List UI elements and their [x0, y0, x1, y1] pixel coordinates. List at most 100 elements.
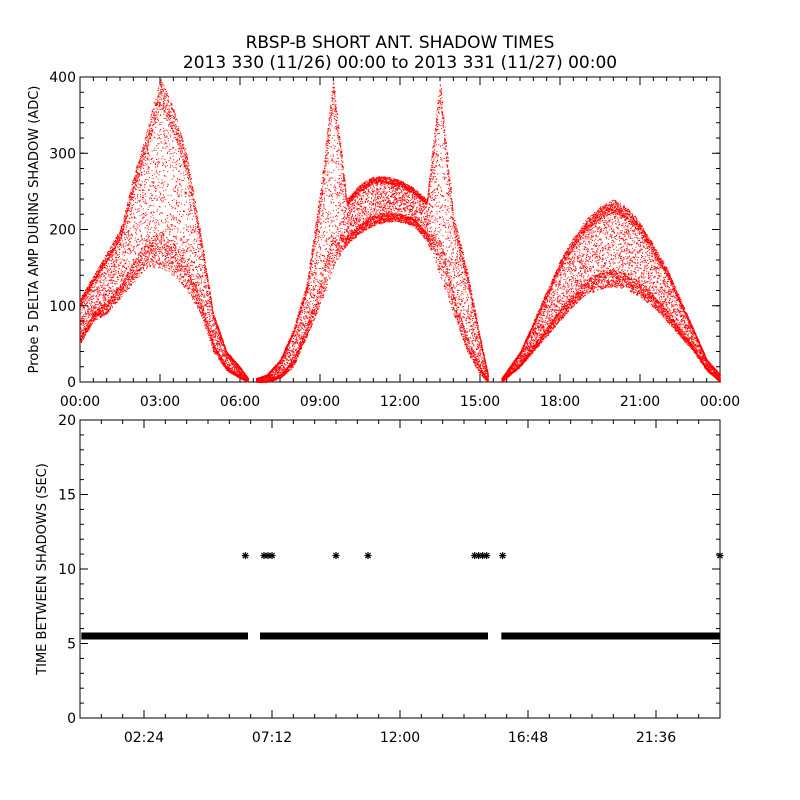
data-point: [102, 266, 103, 267]
data-point: [104, 315, 105, 316]
data-point: [115, 243, 116, 244]
data-point: [117, 246, 118, 247]
data-point: [95, 284, 96, 285]
chart-title-line1: RBSP-B SHORT ANT. SHADOW TIMES: [246, 33, 555, 53]
data-point: [116, 251, 117, 252]
data-point: [81, 320, 82, 321]
data-point: [85, 316, 86, 317]
x-tick-label: 00:00: [700, 394, 740, 410]
data-point: [108, 285, 109, 286]
data-point: [98, 291, 99, 292]
data-point: [117, 254, 118, 255]
data-point: [109, 259, 110, 260]
data-point: [98, 274, 99, 275]
data-point: [103, 290, 104, 291]
y-tick-label: 300: [49, 146, 76, 162]
data-point: [102, 311, 103, 312]
data-point: [94, 302, 95, 303]
data-point: [112, 286, 113, 287]
data-point: [85, 312, 86, 313]
data-point: [94, 286, 95, 287]
data-point: [114, 260, 115, 261]
data-point: [97, 270, 98, 271]
data-point: [111, 280, 112, 281]
data-point: [103, 300, 104, 301]
data-point: [87, 307, 88, 308]
data-point: [91, 292, 92, 293]
data-point: [101, 275, 102, 276]
data-point: [115, 264, 116, 265]
data-point: [100, 280, 101, 281]
data-point: [98, 275, 99, 276]
data-point: [105, 277, 106, 278]
data-point: [80, 308, 81, 309]
data-point: [87, 296, 88, 297]
data-point: [81, 318, 82, 319]
data-point: [103, 296, 104, 297]
data-point: [100, 272, 101, 273]
data-point: [87, 328, 88, 329]
data-point: [104, 298, 105, 299]
data-point: [91, 303, 92, 304]
data-point: [111, 279, 112, 280]
data-point: [116, 283, 117, 284]
data-point: [101, 276, 102, 277]
data-point: [103, 294, 104, 295]
data-point: [97, 304, 98, 305]
data-point: [96, 280, 97, 281]
data-point: [96, 296, 97, 297]
x-tick-label: 00:00: [60, 394, 100, 410]
data-point: [83, 322, 84, 323]
data-point: [89, 327, 90, 328]
data-point: [100, 290, 101, 291]
data-point: [81, 300, 82, 301]
data-point: [116, 272, 117, 273]
data-point: [101, 274, 102, 275]
data-point: [115, 292, 116, 293]
data-point: [108, 283, 109, 284]
data-point: [110, 279, 111, 280]
data-point: [90, 305, 91, 306]
data-point: [81, 340, 82, 341]
data-point: [89, 300, 90, 301]
data-point: [114, 274, 115, 275]
data-point: [118, 277, 119, 278]
data-point: [99, 301, 100, 302]
data-point: [102, 268, 103, 269]
data-point: [88, 298, 89, 299]
data-point: [100, 285, 101, 286]
data-point: [104, 263, 105, 264]
data-point: [85, 292, 86, 293]
data-point: [91, 324, 92, 325]
data-point: [94, 308, 95, 309]
data-point: [117, 302, 118, 303]
data-point: [107, 271, 108, 272]
data-point: [96, 283, 97, 284]
data-point: [103, 311, 104, 312]
data-point: [96, 304, 97, 305]
data-point: [91, 301, 92, 302]
data-point: [85, 323, 86, 324]
data-point: [103, 280, 104, 281]
data-point: [91, 289, 92, 290]
data-point: [119, 254, 120, 255]
data-point: [115, 246, 116, 247]
data-point: [89, 291, 90, 292]
data-point: [111, 303, 112, 304]
data-point: [111, 250, 112, 251]
data-point: [116, 262, 117, 263]
data-point: [103, 310, 104, 311]
data-point: [86, 313, 87, 314]
data-point: [81, 312, 82, 313]
data-point: [94, 280, 95, 281]
data-point: [90, 299, 91, 300]
data-point: [100, 310, 101, 311]
data-point: [112, 291, 113, 292]
data-point: [104, 279, 105, 280]
data-point: [102, 274, 103, 275]
data-point: [93, 321, 94, 322]
data-point: [107, 309, 108, 310]
data-point: [115, 299, 116, 300]
data-point: [114, 249, 115, 250]
data-point: [95, 318, 96, 319]
